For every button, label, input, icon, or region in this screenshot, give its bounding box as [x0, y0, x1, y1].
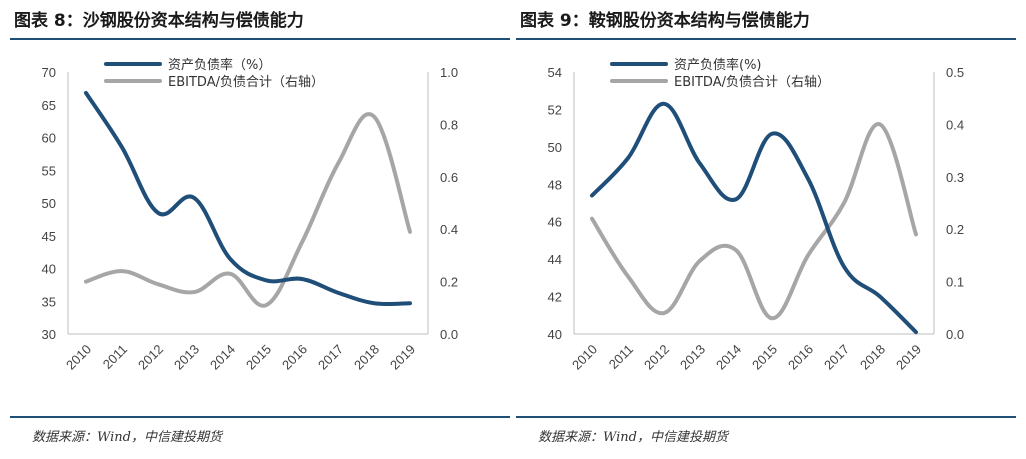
- x-axis-tick-label: 2010: [569, 342, 600, 373]
- x-axis-tick-label: 2017: [821, 342, 852, 373]
- figure-8-panel: 图表 8：沙钢股份资本结构与偿债能力 70 65 60 55 50 45 40 35 30 1.0…: [10, 0, 510, 459]
- x-axis-tick-label: 2010: [63, 342, 94, 373]
- legend-debt-ratio-label: 资产负债率(%): [674, 57, 762, 73]
- left-axis-tick-label: 45: [42, 229, 56, 244]
- x-axis-tick-label: 2019: [893, 342, 924, 373]
- x-axis-tick-label: 2017: [315, 342, 346, 373]
- ebitda-ratio-line: [84, 112, 412, 308]
- left-axis-tick-label: 40: [42, 262, 56, 277]
- title-divider: [516, 38, 1016, 40]
- x-axis-tick-label: 2011: [606, 342, 636, 372]
- x-axis-tick-label: 2011: [100, 342, 130, 372]
- x-axis-tick-label: 2013: [171, 342, 202, 373]
- right-axis-tick-label: 0.3: [946, 170, 964, 185]
- left-axis-tick-label: 55: [42, 163, 56, 178]
- right-axis-tick-label: 0.2: [946, 222, 964, 237]
- x-axis-tick-label: 2013: [677, 342, 708, 373]
- left-axis-tick-label: 30: [42, 327, 56, 342]
- right-axis-tick-label: 0.0: [946, 327, 964, 342]
- figure-title: 图表 8：沙钢股份资本结构与偿债能力: [14, 11, 304, 31]
- right-axis-tick-label: 0.2: [440, 275, 458, 290]
- x-axis-tick-label: 2019: [387, 342, 418, 373]
- x-axis-tick-label: 2015: [243, 342, 274, 373]
- right-axis-tick-label: 0.5: [946, 65, 964, 80]
- x-axis-tick-label: 2014: [207, 342, 238, 373]
- figure-title: 图表 9：鞍钢股份资本结构与偿债能力: [520, 11, 810, 31]
- source-note: 数据来源：Wind，中信建投期货: [32, 430, 222, 445]
- right-axis-tick-label: 0.0: [440, 327, 458, 342]
- left-axis-tick-label: 44: [548, 252, 562, 267]
- x-axis-tick-label: 2016: [279, 342, 310, 373]
- legend-ebitda-label: EBITDA/负债合计（右轴）: [168, 75, 324, 90]
- debt-ratio-line: [590, 101, 918, 335]
- left-axis-tick-label: 40: [548, 327, 562, 342]
- left-axis-tick-label: 54: [548, 65, 562, 80]
- left-axis-tick-label: 65: [42, 98, 56, 113]
- x-axis-tick-label: 2012: [641, 342, 672, 373]
- ebitda-ratio-line: [590, 122, 918, 321]
- x-axis-tick-label: 2014: [713, 342, 744, 373]
- left-axis-tick-label: 50: [548, 140, 562, 155]
- x-axis-tick-label: 2018: [857, 342, 888, 373]
- debt-ratio-line: [84, 90, 412, 307]
- x-axis-tick-label: 2016: [785, 342, 816, 373]
- left-axis-tick-label: 48: [548, 177, 562, 192]
- right-axis-tick-label: 0.6: [440, 170, 458, 185]
- x-axis-tick-label: 2018: [351, 342, 382, 373]
- left-axis-tick-label: 70: [42, 65, 56, 80]
- figure-9-panel: 图表 9：鞍钢股份资本结构与偿债能力 54 52 50 48 46 44 42 40 0.5 0.…: [516, 0, 1016, 459]
- left-axis-tick-label: 60: [42, 131, 56, 146]
- figure-8-chart: 70 65 60 55 50 45 40 35 30 1.0 0.8 0.6 0.4 0.2 0.0 2010…: [42, 57, 459, 373]
- left-axis-tick-label: 35: [42, 294, 56, 309]
- source-divider: [516, 416, 1016, 418]
- right-axis-tick-label: 0.4: [946, 117, 964, 132]
- right-axis-tick-label: 0.4: [440, 222, 458, 237]
- right-axis-tick-label: 0.8: [440, 117, 458, 132]
- title-divider: [10, 38, 510, 40]
- left-axis-tick-label: 46: [548, 215, 562, 230]
- left-axis-tick-label: 52: [548, 102, 562, 117]
- left-axis-tick-label: 50: [42, 196, 56, 211]
- right-axis-tick-label: 0.1: [946, 275, 964, 290]
- left-axis-tick-label: 42: [548, 290, 562, 305]
- legend-debt-ratio-label: 资产负债率（%）: [168, 57, 271, 73]
- legend-ebitda-label: EBITDA/负债合计（右轴）: [674, 75, 830, 90]
- x-axis-tick-label: 2015: [749, 342, 780, 373]
- x-axis-tick-label: 2012: [135, 342, 166, 373]
- source-divider: [10, 416, 510, 418]
- source-note: 数据来源：Wind，中信建投期货: [538, 430, 728, 445]
- right-axis-tick-label: 1.0: [440, 65, 458, 80]
